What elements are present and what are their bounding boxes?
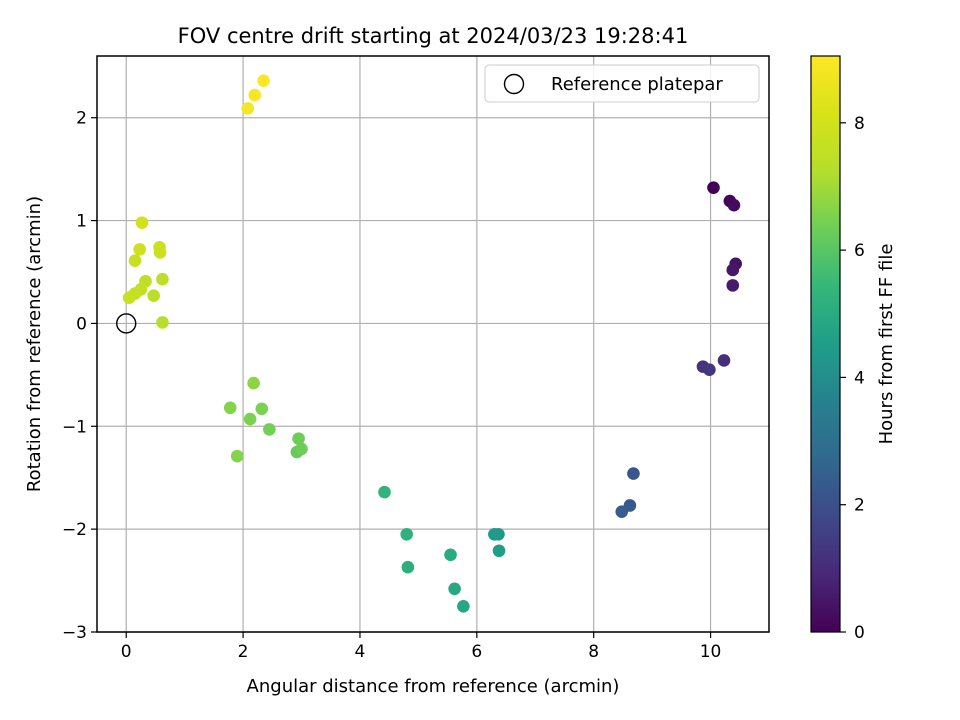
colorbar-tick-label: 2 bbox=[854, 496, 865, 516]
x-tick-label: 0 bbox=[121, 642, 132, 662]
data-point bbox=[241, 102, 255, 115]
colorbar-ticks: 0 2 4 6 8 bbox=[840, 114, 865, 643]
data-point bbox=[726, 279, 740, 292]
y-axis-label: Rotation from reference (arcmin) bbox=[24, 196, 45, 492]
reference-marker bbox=[116, 313, 137, 334]
data-point bbox=[457, 599, 470, 613]
data-point bbox=[378, 485, 391, 499]
x-tick-label: 6 bbox=[471, 642, 482, 662]
legend-label-reference: Reference platepar bbox=[551, 74, 723, 95]
data-point bbox=[703, 363, 716, 377]
x-tick-label: 4 bbox=[355, 642, 366, 662]
data-point bbox=[492, 544, 506, 558]
data-point bbox=[156, 316, 169, 329]
legend-marker-reference bbox=[503, 73, 525, 95]
legend: Reference platepar bbox=[484, 64, 760, 103]
data-point bbox=[153, 241, 166, 254]
x-tick-label: 2 bbox=[238, 642, 249, 662]
legend-box bbox=[484, 64, 760, 103]
data-point bbox=[223, 401, 237, 415]
colorbar-gradient bbox=[810, 55, 841, 633]
data-point bbox=[717, 354, 731, 367]
x-axis-label: Angular distance from reference (arcmin) bbox=[247, 676, 620, 697]
y-tick-label: 2 bbox=[76, 109, 87, 129]
colorbar-tick-label: 6 bbox=[854, 241, 865, 261]
data-point bbox=[135, 216, 149, 229]
data-point bbox=[248, 88, 262, 102]
data-point bbox=[257, 74, 270, 87]
colorbar: 0 2 4 6 8 Hours from first FF file bbox=[810, 55, 897, 643]
x-tick-label: 8 bbox=[588, 642, 599, 662]
data-point bbox=[727, 198, 741, 212]
data-points bbox=[122, 74, 742, 613]
chart-title: FOV centre drift starting at 2024/03/23 … bbox=[178, 24, 689, 48]
data-point bbox=[263, 423, 276, 436]
data-point bbox=[243, 412, 257, 426]
data-point bbox=[295, 442, 308, 456]
data-point bbox=[448, 582, 461, 596]
plot-frame bbox=[96, 55, 770, 633]
data-point bbox=[444, 548, 457, 562]
data-point bbox=[488, 527, 501, 541]
reference-platepar-point bbox=[116, 313, 137, 334]
data-point bbox=[292, 432, 305, 445]
data-point bbox=[726, 263, 740, 277]
data-point bbox=[147, 289, 160, 302]
data-point bbox=[400, 527, 414, 541]
y-tick-label: −2 bbox=[62, 520, 87, 540]
data-point bbox=[401, 560, 415, 574]
data-point bbox=[707, 181, 720, 194]
data-point bbox=[122, 291, 136, 305]
data-point bbox=[255, 402, 269, 416]
colorbar-tick-label: 4 bbox=[854, 368, 865, 388]
y-tick-label: −1 bbox=[62, 417, 87, 437]
y-tick-label: −3 bbox=[62, 623, 87, 643]
data-point bbox=[156, 272, 169, 286]
colorbar-tick-label: 0 bbox=[854, 623, 865, 643]
y-tick-label: 0 bbox=[76, 314, 87, 334]
y-tick-label: 1 bbox=[76, 212, 87, 232]
x-tick-label: 10 bbox=[700, 642, 722, 662]
colorbar-tick-label: 8 bbox=[854, 114, 865, 134]
data-point bbox=[133, 243, 146, 256]
data-point bbox=[230, 449, 244, 463]
y-axis-ticks: −3 −2 −1 0 1 2 bbox=[62, 109, 97, 643]
data-point bbox=[627, 467, 640, 480]
data-point bbox=[128, 254, 142, 267]
data-point bbox=[615, 505, 629, 518]
data-point bbox=[247, 376, 260, 390]
colorbar-label: Hours from first FF file bbox=[876, 244, 897, 445]
grid-lines bbox=[97, 56, 769, 633]
x-axis-ticks: 0 2 4 6 8 10 bbox=[121, 632, 722, 662]
